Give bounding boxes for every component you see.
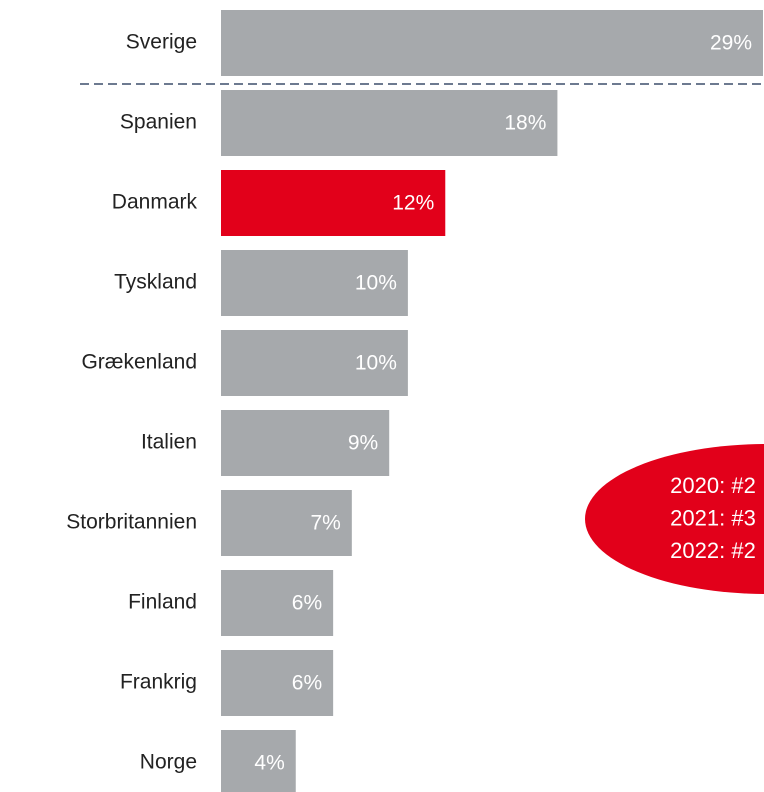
annotation-text: 2021: #3 [670, 505, 756, 530]
value-label: 18% [504, 112, 546, 135]
value-label: 10% [355, 352, 397, 375]
value-label: 10% [355, 272, 397, 295]
bar [221, 90, 558, 156]
bar [221, 650, 334, 716]
bar [221, 410, 390, 476]
value-label: 7% [310, 512, 340, 535]
bar [221, 10, 763, 76]
bar [221, 170, 446, 236]
category-label: Tyskland [114, 271, 197, 294]
category-label: Grækenland [81, 351, 197, 374]
bar [221, 250, 408, 316]
category-label: Storbritannien [66, 511, 197, 534]
value-label: 9% [348, 432, 378, 455]
bar [221, 730, 296, 792]
annotation-bubble [585, 444, 764, 594]
value-label: 6% [292, 672, 322, 695]
value-label: 29% [710, 32, 752, 55]
annotation-text: 2020: #2 [670, 473, 756, 498]
value-label: 12% [392, 192, 434, 215]
category-label: Spanien [120, 111, 197, 134]
bar [221, 330, 408, 396]
annotation-text: 2022: #2 [670, 538, 756, 563]
value-label: 4% [254, 752, 284, 775]
category-label: Frankrig [120, 671, 197, 694]
category-label: Norge [140, 751, 197, 774]
bar [221, 490, 352, 556]
value-label: 6% [292, 592, 322, 615]
category-label: Sverige [126, 31, 197, 54]
bar [221, 570, 334, 636]
category-label: Finland [128, 591, 197, 614]
category-label: Italien [141, 431, 197, 454]
category-label: Danmark [112, 191, 198, 214]
